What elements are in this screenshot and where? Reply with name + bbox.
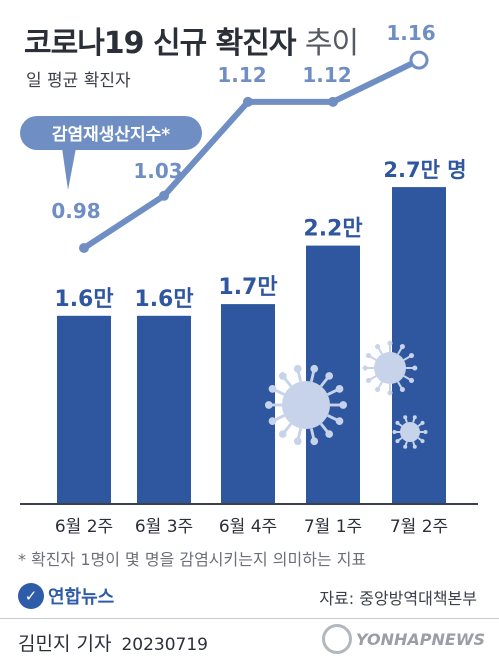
chart-subtitle: 일 평균 확진자 — [26, 71, 131, 91]
x-tick-label: 7월 2주 — [390, 517, 448, 537]
legend-callout — [20, 116, 202, 150]
line-point — [328, 96, 338, 107]
yonhap-logo: ✓ 연합뉴스 — [18, 583, 114, 609]
footnote: * 확진자 1명이 몇 명을 감염시키는지 의미하는 지표 — [18, 550, 367, 569]
x-tick-label: 6월 2주 — [55, 517, 113, 537]
x-tick-label: 6월 3주 — [135, 517, 193, 537]
line-value-label: 1.12 — [217, 63, 266, 87]
line-value-label: 1.03 — [133, 159, 182, 183]
x-tick-label: 6월 4주 — [219, 517, 277, 537]
bar-value-label: 2.2만 — [303, 217, 362, 242]
bar-value-label: 1.6만 — [54, 287, 113, 312]
line-value-label: 1.16 — [386, 21, 435, 45]
bar-value-label: 2.7만 명 — [383, 158, 466, 182]
watermark-logo-icon — [322, 624, 352, 654]
series-line — [81, 57, 422, 251]
publish-date: 20230719 — [121, 635, 208, 655]
x-tick-label: 7월 1주 — [304, 517, 362, 537]
brand-name: 연합뉴스 — [48, 587, 115, 608]
source-text: 자료: 중앙방역대책본부 — [319, 589, 477, 608]
reporter-name: 김민지 기자 — [18, 633, 112, 655]
watermark: YONHAPNEWS — [322, 624, 485, 654]
byline: 김민지 기자 20230719 — [18, 629, 208, 656]
bar — [392, 187, 446, 503]
line-point — [79, 243, 89, 253]
bar-value-label: 1.7만 — [218, 275, 277, 300]
bar-value-label: 1.6만 — [134, 287, 193, 312]
virus-icon — [362, 340, 418, 396]
line-point — [243, 96, 253, 107]
title-main: 코로나19 신규 확진자 — [24, 26, 296, 61]
footer-divider — [0, 618, 499, 619]
bar — [57, 315, 111, 503]
line-point — [409, 50, 429, 70]
virus-icon — [264, 364, 348, 446]
legend-callout-pointer — [62, 148, 76, 190]
virus-icon — [392, 415, 428, 449]
chart-title: 코로나19 신규 확진자 추이 — [24, 18, 359, 62]
line-value-label: 1.12 — [302, 63, 351, 87]
title-suffix: 추이 — [304, 26, 359, 61]
legend-label: 감염재생산지수* — [52, 125, 170, 145]
line-value-label: 0.98 — [51, 199, 100, 223]
line-point — [159, 190, 169, 201]
bar — [137, 315, 191, 503]
bar — [306, 245, 360, 503]
watermark-text: YONHAPNEWS — [356, 629, 485, 649]
yonhap-logo-icon: ✓ — [18, 583, 44, 609]
